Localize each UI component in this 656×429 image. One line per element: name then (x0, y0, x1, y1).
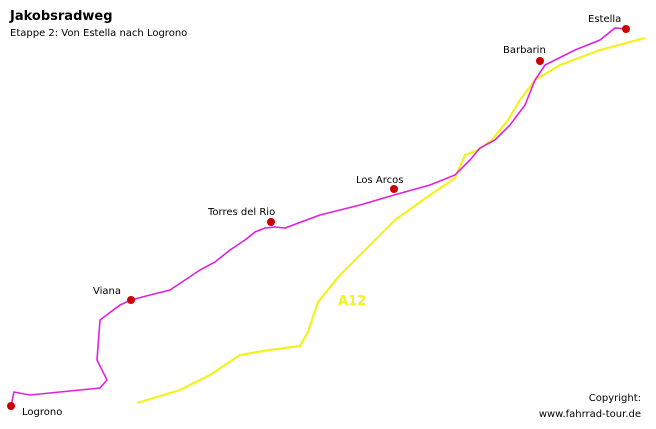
place-dot (127, 296, 135, 304)
place-dot (536, 57, 544, 65)
place-label: Barbarin (503, 45, 546, 56)
place-label: Logrono (22, 407, 62, 418)
place-label: Los Arcos (356, 175, 403, 186)
place-dot (7, 402, 15, 410)
road-label: A12 (338, 294, 366, 309)
title: Jakobsradweg (9, 9, 113, 24)
subtitle: Etappe 2: Von Estella nach Logrono (10, 28, 187, 39)
place-dot (622, 25, 630, 33)
place-label: Estella (588, 14, 621, 25)
copyright: Copyright: (589, 393, 641, 404)
place-dot (267, 218, 275, 226)
cycle-route (10, 27, 627, 407)
place-dot (390, 185, 398, 193)
motorway-a12 (136, 36, 646, 405)
copyright-url: www.fahrrad-tour.de (539, 409, 641, 420)
place-label: Torres del Rio (207, 207, 275, 218)
place-label: Viana (93, 286, 121, 297)
place-dots (7, 25, 630, 410)
